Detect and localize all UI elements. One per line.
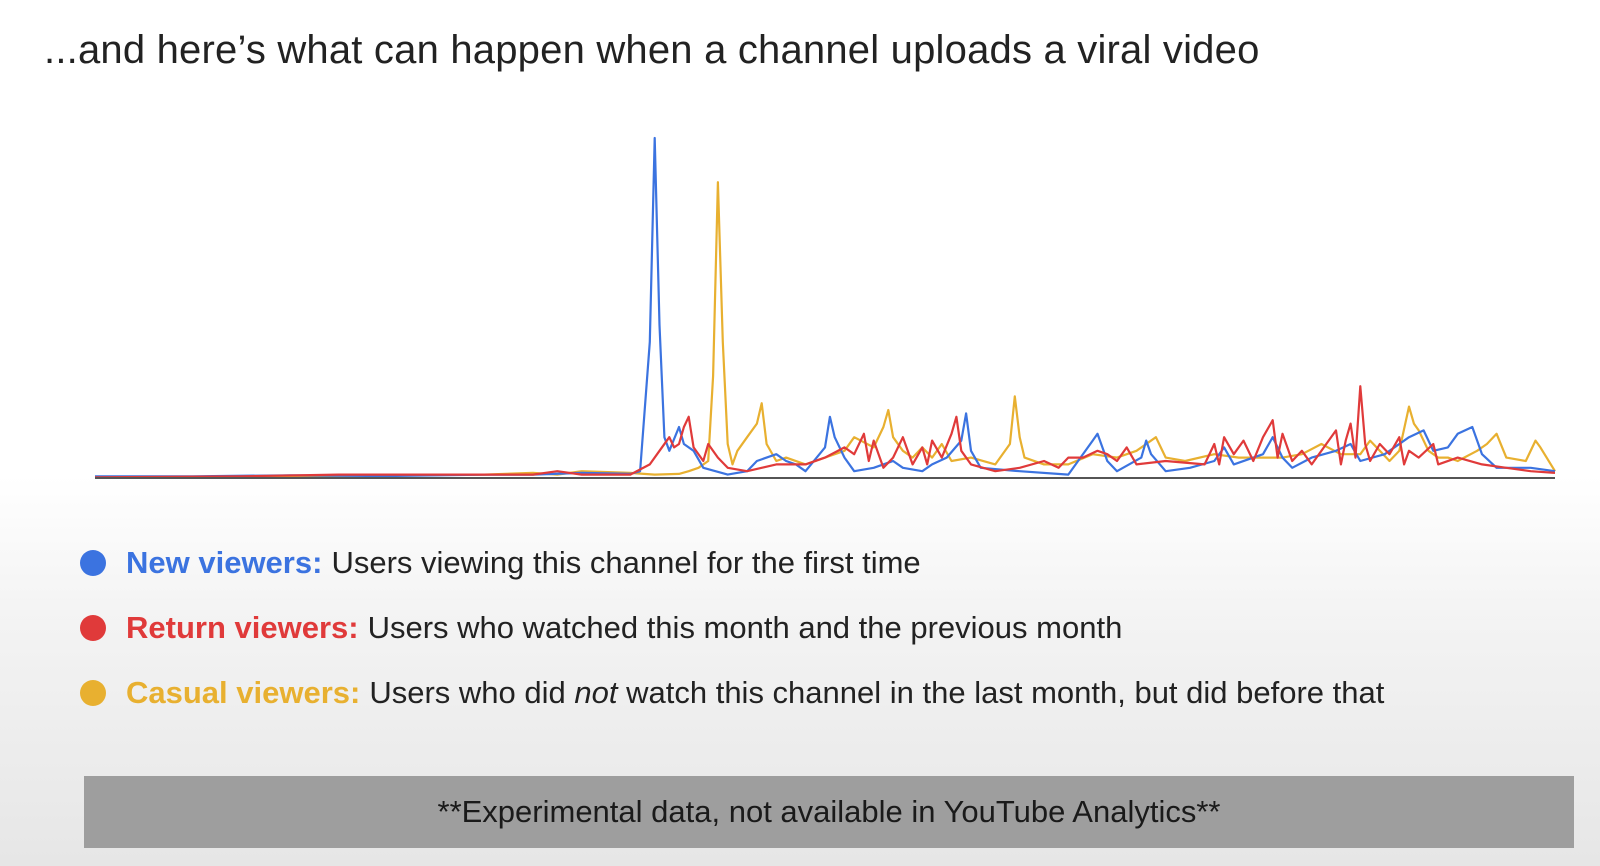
- series-layer: [94, 136, 1556, 479]
- series-line-new-viewers: [95, 136, 1556, 478]
- legend-item-new-viewers: New viewers: Users viewing this channel …: [80, 530, 1384, 595]
- new-viewers-dot-icon: [80, 549, 106, 576]
- series-line-casual-viewers: [95, 181, 1556, 479]
- slide-title: ...and here’s what can happen when a cha…: [44, 28, 1260, 72]
- legend-label-return-viewers: Return viewers:: [126, 609, 359, 645]
- legend-description-casual-viewers: Users who did not watch this channel in …: [369, 674, 1385, 710]
- legend-description-return-viewers: Users who watched this month and the pre…: [367, 609, 1123, 645]
- banner-text: **Experimental data, not available in Yo…: [437, 794, 1221, 829]
- legend-item-return-viewers: Return viewers: Users who watched this m…: [80, 595, 1384, 660]
- series-line-return-viewers: [94, 385, 1556, 479]
- experimental-data-banner: **Experimental data, not available in Yo…: [84, 776, 1574, 848]
- legend-item-casual-viewers: Casual viewers: Users who did not watch …: [80, 660, 1384, 725]
- legend-description-new-viewers: Users viewing this channel for the first…: [331, 544, 921, 580]
- legend: New viewers: Users viewing this channel …: [80, 530, 1384, 725]
- return-viewers-dot-icon: [80, 614, 106, 641]
- casual-viewers-dot-icon: [80, 679, 106, 706]
- legend-label-new-viewers: New viewers:: [126, 544, 323, 580]
- emphasis-not: not: [574, 674, 618, 710]
- legend-label-casual-viewers: Casual viewers:: [126, 674, 361, 710]
- line-chart: [94, 136, 1556, 479]
